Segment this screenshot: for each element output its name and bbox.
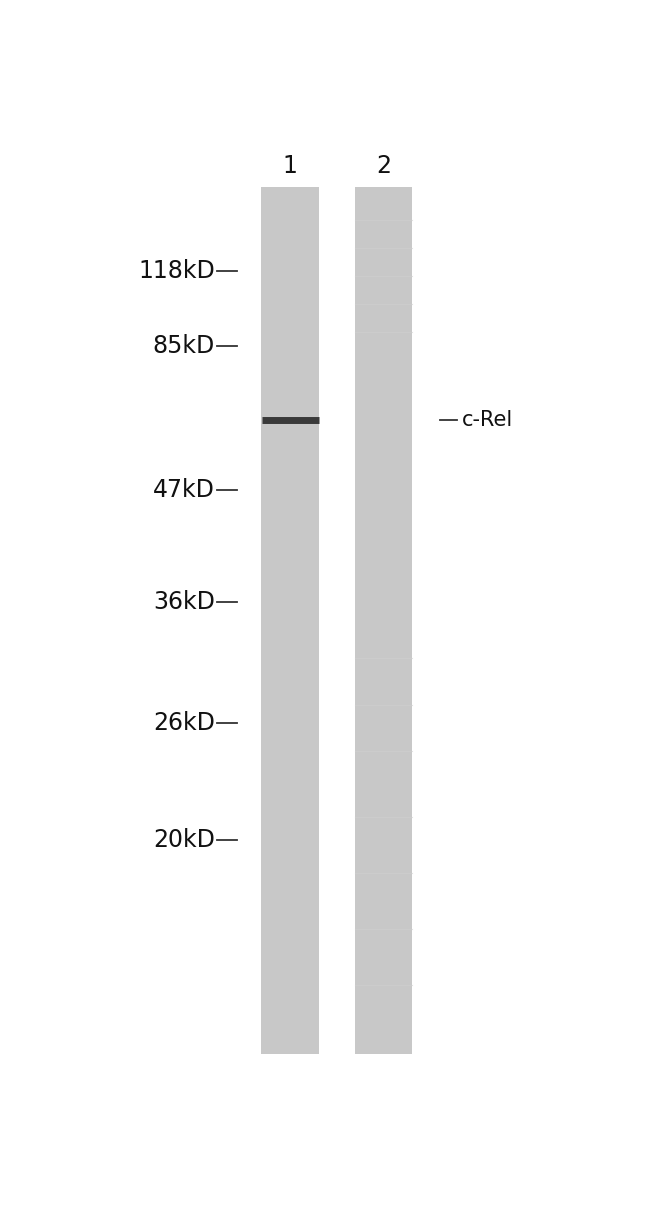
Bar — [354, 188, 413, 1055]
Text: 2: 2 — [376, 154, 391, 178]
Text: c-Rel: c-Rel — [462, 411, 513, 430]
Text: 20kD: 20kD — [153, 828, 215, 853]
Text: 85kD: 85kD — [153, 334, 215, 357]
Text: 26kD: 26kD — [153, 711, 215, 735]
Text: 1: 1 — [283, 154, 298, 178]
Bar — [261, 188, 319, 1055]
Text: 36kD: 36kD — [153, 590, 215, 614]
Text: 118kD: 118kD — [138, 259, 214, 283]
Text: 47kD: 47kD — [153, 478, 215, 503]
